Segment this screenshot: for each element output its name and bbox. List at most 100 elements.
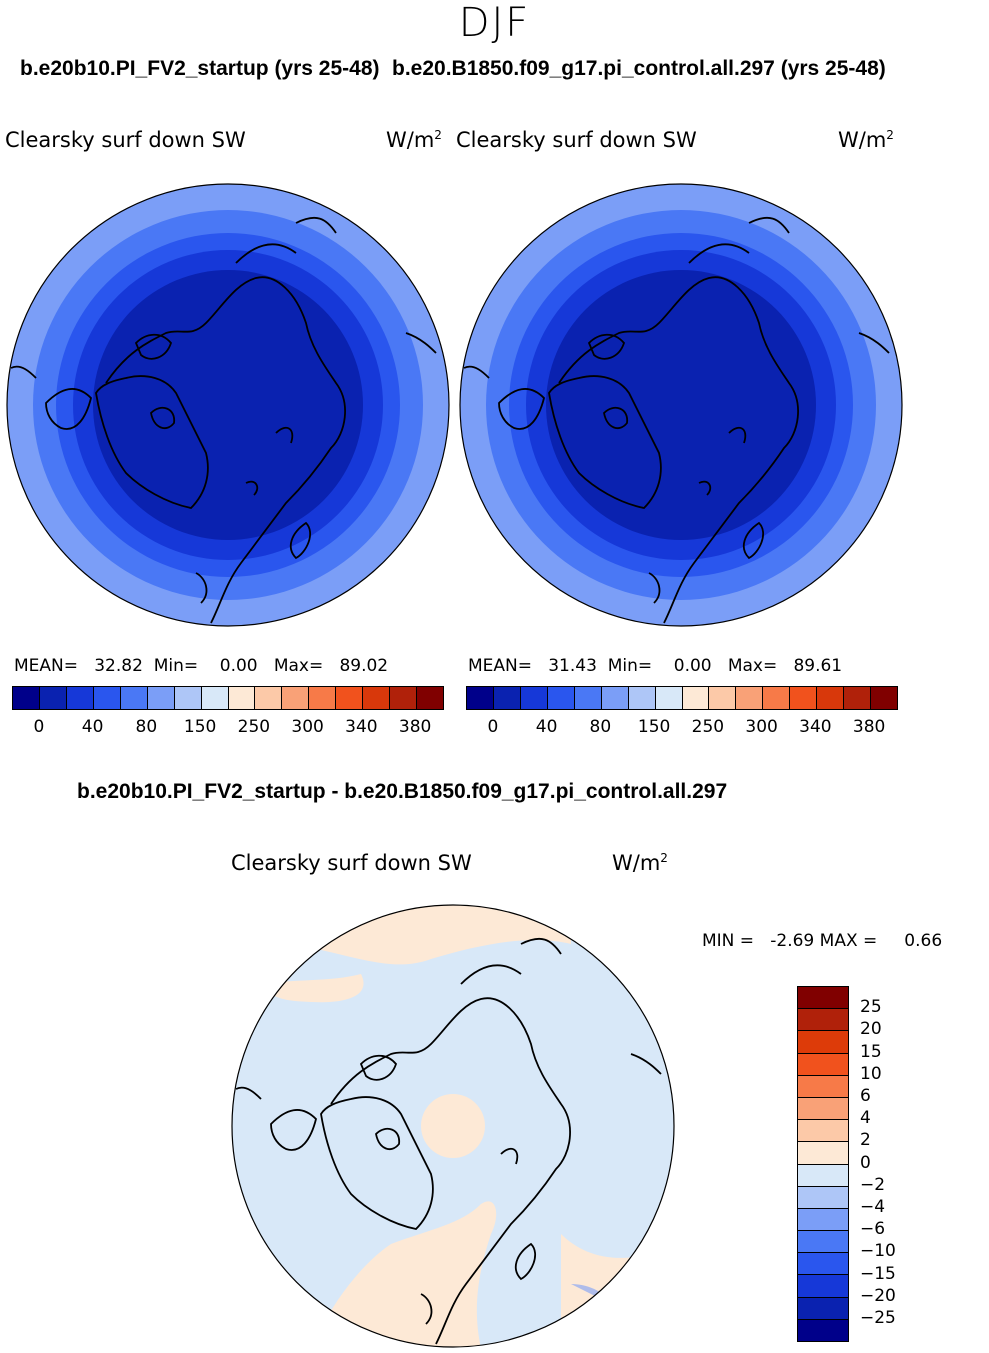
colorbar-swatch bbox=[871, 687, 897, 709]
panel1-colorbar bbox=[12, 686, 444, 710]
colorbar-tick-label: 0 bbox=[33, 717, 45, 737]
panel1-stats: MEAN= 32.82 Min= 0.00 Max= 89.02 bbox=[14, 656, 389, 676]
colorbar-swatch bbox=[798, 1253, 848, 1276]
colorbar-tick-label: 4 bbox=[860, 1108, 871, 1129]
colorbar-tick-label: 40 bbox=[81, 717, 104, 737]
colorbar-swatch bbox=[147, 687, 175, 709]
colorbar-swatch bbox=[66, 687, 94, 709]
colorbar-swatch bbox=[844, 687, 872, 709]
colorbar-tick-label: 0 bbox=[860, 1152, 871, 1173]
colorbar-tick-label: 380 bbox=[852, 717, 886, 737]
panel2-stats: MEAN= 31.43 Min= 0.00 Max= 89.61 bbox=[468, 656, 843, 676]
colorbar-tick-label: 250 bbox=[691, 717, 725, 737]
colorbar-tick-label: 15 bbox=[860, 1041, 882, 1062]
colorbar-tick-label: −10 bbox=[860, 1241, 896, 1262]
colorbar-tick-label: 40 bbox=[535, 717, 558, 737]
colorbar-swatch bbox=[228, 687, 256, 709]
colorbar-swatch bbox=[682, 687, 710, 709]
colorbar-tick-label: 20 bbox=[860, 1019, 882, 1040]
colorbar-swatch bbox=[309, 687, 337, 709]
coastlines bbox=[10, 216, 437, 624]
colorbar-swatch bbox=[798, 1031, 848, 1054]
colorbar-swatch bbox=[39, 687, 67, 709]
colorbar-swatch bbox=[798, 1164, 848, 1187]
panel1-polar-map bbox=[6, 183, 450, 627]
case2-title: b.e20.B1850.f09_g17.pi_control.all.297 (… bbox=[392, 57, 886, 80]
colorbar-tick-label: −6 bbox=[860, 1219, 886, 1240]
colorbar-swatch bbox=[709, 687, 737, 709]
colorbar-swatch bbox=[798, 1075, 848, 1098]
map-core bbox=[93, 270, 363, 540]
colorbar-swatch bbox=[790, 687, 818, 709]
colorbar-tick-label: 340 bbox=[799, 717, 832, 737]
diff-units-label: W/m2 bbox=[612, 851, 668, 875]
colorbar-swatch bbox=[601, 687, 629, 709]
colorbar-swatch bbox=[282, 687, 310, 709]
coastlines bbox=[235, 937, 662, 1345]
colorbar-tick-label: 25 bbox=[860, 997, 882, 1018]
colorbar-tick-label: −4 bbox=[860, 1197, 886, 1217]
colorbar-swatch bbox=[817, 687, 845, 709]
colorbar-swatch bbox=[13, 687, 40, 709]
colorbar-swatch bbox=[363, 687, 391, 709]
colorbar-tick-label: 150 bbox=[183, 717, 217, 737]
colorbar-tick-label: −15 bbox=[860, 1263, 896, 1284]
colorbar-swatch bbox=[201, 687, 229, 709]
diff-polar-map bbox=[231, 904, 675, 1348]
colorbar-swatch bbox=[255, 687, 283, 709]
colorbar-swatch bbox=[763, 687, 791, 709]
panel2-units-label: W/m2 bbox=[838, 128, 894, 152]
diff-title: b.e20b10.PI_FV2_startup - b.e20.B1850.f0… bbox=[77, 780, 728, 803]
colorbar-tick-label: 250 bbox=[237, 717, 271, 737]
colorbar-tick-label: 300 bbox=[291, 717, 324, 737]
colorbar-swatch bbox=[736, 687, 764, 709]
panel2-colorbar bbox=[466, 686, 898, 710]
panel1-units-label: W/m2 bbox=[386, 128, 442, 152]
colorbar-swatch bbox=[798, 1120, 848, 1143]
panel2-polar-map bbox=[459, 183, 903, 627]
colorbar-swatch bbox=[798, 987, 848, 1010]
colorbar-tick-label: −2 bbox=[860, 1174, 886, 1195]
coastlines bbox=[463, 216, 890, 624]
colorbar-swatch bbox=[547, 687, 575, 709]
season-title: DJF bbox=[458, 0, 531, 46]
colorbar-swatch bbox=[120, 687, 148, 709]
colorbar-swatch bbox=[520, 687, 548, 709]
colorbar-swatch bbox=[798, 1319, 848, 1341]
colorbar-tick-label: −25 bbox=[860, 1308, 896, 1328]
panel2-variable-label: Clearsky surf down SW bbox=[456, 128, 697, 152]
colorbar-tick-label: 2 bbox=[860, 1130, 871, 1151]
diff-positive-area-pole bbox=[421, 1094, 485, 1158]
colorbar-tick-label: 80 bbox=[135, 717, 158, 737]
colorbar-tick-label: 10 bbox=[860, 1063, 882, 1084]
colorbar-swatch bbox=[628, 687, 656, 709]
colorbar-swatch bbox=[798, 1097, 848, 1121]
colorbar-swatch bbox=[574, 687, 602, 709]
colorbar-tick-label: 340 bbox=[345, 717, 378, 737]
colorbar-swatch bbox=[798, 1186, 848, 1209]
panel1-variable-label: Clearsky surf down SW bbox=[5, 128, 246, 152]
colorbar-swatch bbox=[798, 1208, 848, 1232]
colorbar-tick-label: 6 bbox=[860, 1086, 871, 1106]
case1-title: b.e20b10.PI_FV2_startup (yrs 25-48) bbox=[20, 57, 380, 80]
colorbar-swatch bbox=[174, 687, 202, 709]
colorbar-swatch bbox=[798, 1142, 848, 1165]
map-core bbox=[546, 270, 816, 540]
colorbar-tick-label: −20 bbox=[860, 1285, 896, 1306]
colorbar-swatch bbox=[336, 687, 364, 709]
colorbar-swatch bbox=[93, 687, 121, 709]
diff-positive-area-topleft bbox=[261, 974, 364, 1003]
diff-colorbar bbox=[797, 986, 849, 1342]
colorbar-tick-label: 80 bbox=[589, 717, 612, 737]
colorbar-tick-label: 0 bbox=[487, 717, 499, 737]
colorbar-tick-label: 300 bbox=[745, 717, 778, 737]
colorbar-swatch bbox=[655, 687, 683, 709]
colorbar-swatch bbox=[798, 1231, 848, 1254]
colorbar-swatch bbox=[493, 687, 521, 709]
colorbar-swatch bbox=[798, 1053, 848, 1076]
diff-variable-label: Clearsky surf down SW bbox=[231, 851, 472, 875]
diff-minmax: MIN = -2.69 MAX = 0.66 bbox=[702, 931, 943, 951]
colorbar-swatch bbox=[467, 687, 494, 709]
colorbar-swatch bbox=[798, 1275, 848, 1298]
colorbar-swatch bbox=[798, 1009, 848, 1032]
